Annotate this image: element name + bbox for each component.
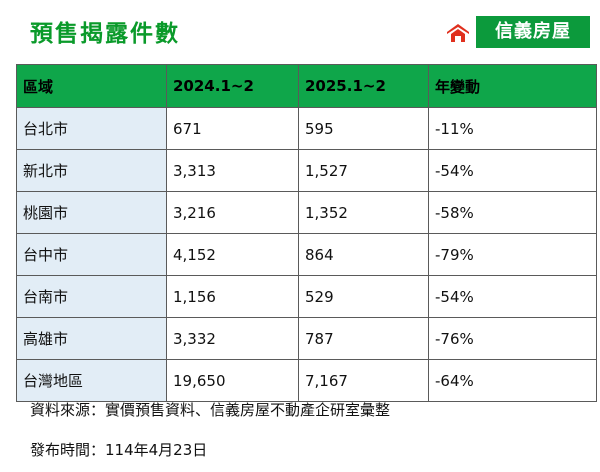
value-2025-cell: 787 <box>298 317 429 360</box>
value-2024-cell: 3,313 <box>166 149 299 192</box>
change-cell: -58% <box>428 191 597 234</box>
value-2025-cell: 1,352 <box>298 191 429 234</box>
brand-name: 信義房屋 <box>476 16 590 48</box>
region-cell: 高雄市 <box>16 317 167 360</box>
table-row: 台南市 1,156 529 -54% <box>16 275 597 318</box>
region-cell: 台北市 <box>16 107 167 150</box>
page-title: 預售揭露件數 <box>30 21 180 47</box>
column-header-change: 年變動 <box>428 64 597 108</box>
presale-table: 區域 2024.1~2 2025.1~2 年變動 台北市 671 595 -11… <box>16 64 597 402</box>
table-header-row: 區域 2024.1~2 2025.1~2 年變動 <box>16 64 597 108</box>
column-header-2025: 2025.1~2 <box>298 64 429 108</box>
publish-date-note: 發布時間：114年4月23日 <box>30 441 208 459</box>
change-cell: -11% <box>428 107 597 150</box>
value-2025-cell: 864 <box>298 233 429 276</box>
value-2024-cell: 19,650 <box>166 359 299 402</box>
table-row: 台北市 671 595 -11% <box>16 107 597 150</box>
table-row: 台灣地區 19,650 7,167 -64% <box>16 359 597 402</box>
change-cell: -76% <box>428 317 597 360</box>
table-row: 新北市 3,313 1,527 -54% <box>16 149 597 192</box>
table-row: 台中市 4,152 864 -79% <box>16 233 597 276</box>
data-source-note: 資料來源：實價預售資料、信義房屋不動產企研室彙整 <box>30 401 391 419</box>
value-2024-cell: 3,332 <box>166 317 299 360</box>
change-cell: -64% <box>428 359 597 402</box>
value-2025-cell: 595 <box>298 107 429 150</box>
value-2025-cell: 7,167 <box>298 359 429 402</box>
table-row: 桃園市 3,216 1,352 -58% <box>16 191 597 234</box>
value-2025-cell: 529 <box>298 275 429 318</box>
column-header-region: 區域 <box>16 64 167 108</box>
column-header-2024: 2024.1~2 <box>166 64 299 108</box>
table-row: 高雄市 3,332 787 -76% <box>16 317 597 360</box>
region-cell: 台南市 <box>16 275 167 318</box>
value-2024-cell: 4,152 <box>166 233 299 276</box>
sinyi-logo-icon <box>444 18 472 46</box>
value-2024-cell: 1,156 <box>166 275 299 318</box>
value-2025-cell: 1,527 <box>298 149 429 192</box>
brand-badge: 信義房屋 <box>444 14 590 50</box>
region-cell: 桃園市 <box>16 191 167 234</box>
presale-table-container: 區域 2024.1~2 2025.1~2 年變動 台北市 671 595 -11… <box>16 64 597 402</box>
region-cell: 新北市 <box>16 149 167 192</box>
change-cell: -79% <box>428 233 597 276</box>
region-cell: 台中市 <box>16 233 167 276</box>
change-cell: -54% <box>428 149 597 192</box>
region-cell: 台灣地區 <box>16 359 167 402</box>
value-2024-cell: 3,216 <box>166 191 299 234</box>
change-cell: -54% <box>428 275 597 318</box>
value-2024-cell: 671 <box>166 107 299 150</box>
